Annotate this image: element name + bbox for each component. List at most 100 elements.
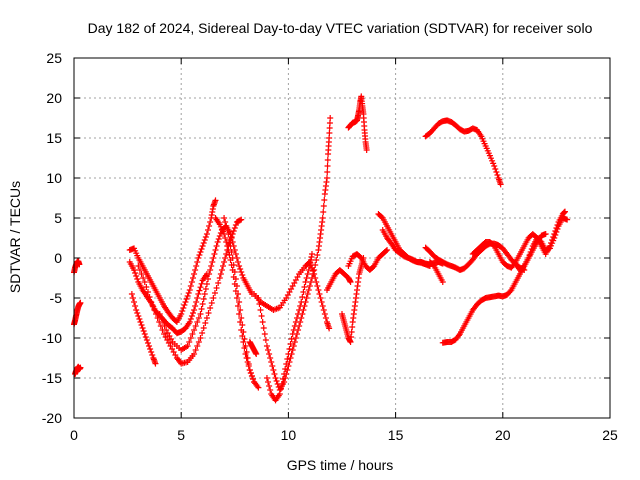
data-point — [179, 308, 186, 314]
data-point — [295, 311, 302, 317]
data-point — [292, 319, 299, 325]
data-point — [564, 216, 571, 223]
data-point — [141, 331, 148, 337]
data-point — [303, 275, 310, 281]
data-point — [229, 255, 236, 261]
data-point — [140, 275, 147, 281]
data-point — [201, 291, 208, 297]
data-point — [243, 349, 250, 355]
data-point — [183, 296, 190, 302]
data-point — [315, 287, 322, 293]
data-point — [205, 276, 211, 282]
data-point — [262, 337, 269, 343]
data-point — [289, 347, 296, 353]
data-point — [143, 284, 150, 290]
data-point — [273, 378, 280, 384]
data-point — [202, 234, 209, 240]
y-tick-label: 10 — [46, 170, 62, 186]
y-axis-ticks: -20 -15 -10 -5 0 5 10 15 20 25 — [42, 50, 610, 426]
data-series-layer — [71, 93, 571, 404]
data-point — [192, 347, 199, 353]
data-point — [210, 255, 217, 261]
data-point — [240, 329, 247, 335]
data-point — [257, 307, 264, 313]
data-point — [553, 229, 560, 235]
y-tick-label: -15 — [42, 370, 62, 386]
data-point — [197, 311, 204, 317]
x-tick-label: 10 — [281, 427, 297, 443]
data-point — [291, 339, 298, 345]
data-point — [203, 231, 210, 237]
data-point — [246, 367, 253, 373]
data-point — [211, 251, 218, 257]
data-point — [198, 280, 205, 287]
data-point — [158, 315, 165, 321]
data-point — [236, 263, 243, 269]
data-point — [269, 363, 276, 369]
data-point — [199, 243, 206, 249]
data-point — [277, 386, 284, 392]
data-point — [282, 366, 289, 372]
data-point — [551, 235, 558, 241]
data-point — [236, 299, 243, 305]
data-point — [207, 305, 214, 311]
y-tick-label: -10 — [42, 330, 62, 346]
data-point — [147, 346, 154, 352]
data-point — [491, 163, 498, 169]
data-point — [327, 115, 334, 121]
data-point — [552, 232, 559, 238]
data-point — [287, 355, 294, 361]
y-tick-label: -20 — [42, 410, 62, 426]
data-point — [134, 310, 141, 316]
data-point — [266, 383, 273, 389]
data-point — [265, 347, 272, 353]
data-point — [136, 267, 143, 273]
data-point — [231, 225, 238, 231]
data-point — [198, 306, 205, 312]
data-point — [542, 231, 549, 237]
data-point — [296, 307, 303, 313]
data-point — [196, 287, 203, 294]
data-point — [326, 325, 333, 332]
data-point — [280, 376, 287, 382]
data-point — [208, 300, 215, 306]
data-point — [306, 259, 313, 265]
data-point — [324, 157, 331, 163]
data-point — [135, 263, 142, 269]
data-point — [184, 293, 191, 299]
data-point — [131, 299, 138, 305]
data-point — [141, 279, 148, 285]
data-point — [215, 280, 222, 286]
data-point — [207, 219, 214, 225]
series-arc-n — [251, 259, 333, 332]
data-point — [232, 251, 239, 257]
data-point — [139, 325, 146, 331]
data-point — [203, 315, 210, 321]
data-point — [216, 233, 223, 239]
data-point — [287, 341, 294, 347]
data-point — [197, 284, 204, 291]
data-point — [216, 275, 223, 281]
data-point — [292, 335, 299, 341]
data-point — [186, 287, 193, 293]
data-point — [142, 334, 149, 340]
data-point — [320, 209, 327, 215]
data-point — [223, 223, 230, 229]
data-point — [231, 269, 238, 275]
data-point — [191, 351, 198, 357]
data-point — [321, 311, 328, 317]
data-point — [196, 252, 203, 258]
data-point — [439, 279, 446, 285]
data-point — [207, 267, 214, 273]
data-point — [199, 301, 206, 307]
data-point — [223, 239, 230, 245]
series-arc-m — [263, 251, 315, 404]
data-point — [129, 295, 136, 301]
data-point — [318, 299, 325, 305]
data-point — [258, 313, 265, 319]
data-point — [497, 181, 504, 188]
data-point — [263, 375, 270, 381]
data-point — [304, 271, 311, 277]
data-point — [255, 384, 262, 391]
data-point — [187, 316, 194, 322]
